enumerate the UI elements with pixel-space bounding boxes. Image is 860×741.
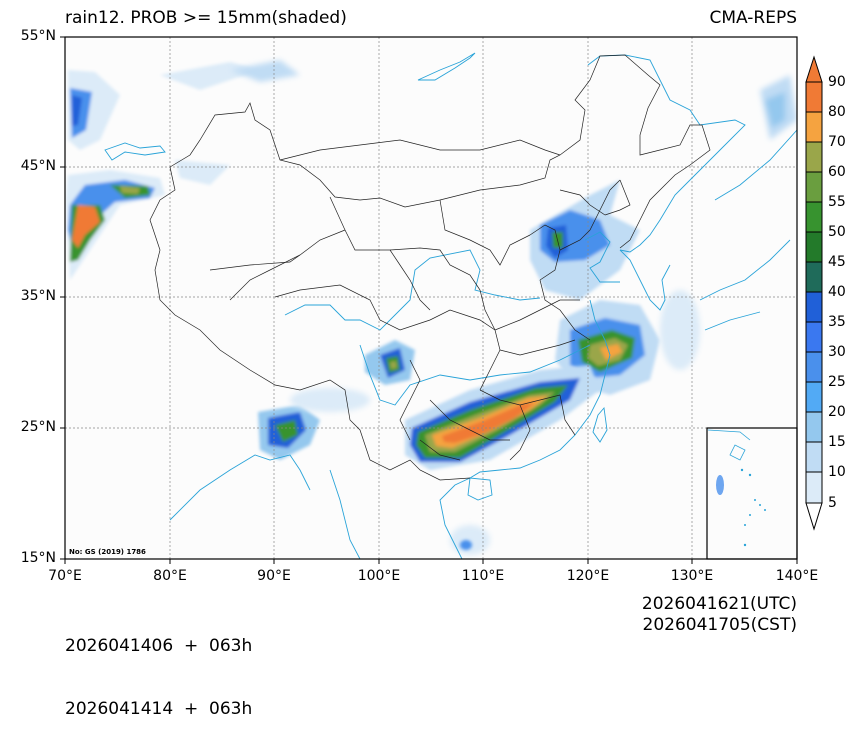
lon-label-130: 130°E xyxy=(670,568,714,584)
lat-label-15: 15°N xyxy=(20,550,56,566)
colorbar xyxy=(805,55,823,531)
admin-borders xyxy=(149,54,711,481)
colorbar-label: 20 xyxy=(828,404,846,420)
lat-label-55: 55°N xyxy=(20,28,56,44)
lon-label-80: 80°E xyxy=(153,568,187,584)
valid-time-utc: 2026041621(UTC) xyxy=(641,594,797,614)
valid-time-cst: 2026041705(CST) xyxy=(642,615,797,635)
colorbar-label: 45 xyxy=(828,254,846,270)
inset-contents xyxy=(707,429,766,547)
lat-label-35: 35°N xyxy=(20,288,56,304)
colorbar-label: 25 xyxy=(828,374,846,390)
map-figure xyxy=(60,36,823,564)
lon-label-110: 110°E xyxy=(461,568,505,584)
chart-title: rain12. PROB >= 15mm(shaded) xyxy=(65,8,347,28)
colorbar-label: 55 xyxy=(828,194,846,210)
colorbar-label: 15 xyxy=(828,434,846,450)
colorbar-label: 10 xyxy=(828,464,846,480)
colorbar-label: 60 xyxy=(828,164,846,180)
lon-label-120: 120°E xyxy=(566,568,610,584)
valid-time-block: 2026041621(UTC) 2026041705(CST) xyxy=(642,594,797,636)
colorbar-label: 30 xyxy=(828,344,846,360)
colorbar-label: 5 xyxy=(828,495,837,511)
colorbar-label: 35 xyxy=(828,314,846,330)
init-time-cst: 2026041414 + 063h xyxy=(65,699,253,719)
map-license-number: No: GS (2019) 1786 xyxy=(69,548,146,556)
colorbar-label: 50 xyxy=(828,224,846,240)
lat-label-45: 45°N xyxy=(20,158,56,174)
model-name: CMA-REPS xyxy=(709,8,797,28)
lon-label-90: 90°E xyxy=(257,568,291,584)
graticule xyxy=(65,37,797,559)
map-frame xyxy=(64,36,798,560)
lon-label-100: 100°E xyxy=(357,568,401,584)
colorbar-label: 90 xyxy=(828,74,846,90)
colorbar-label: 80 xyxy=(828,104,846,120)
lat-label-25: 25°N xyxy=(20,419,56,435)
lon-label-70: 70°E xyxy=(48,568,82,584)
init-time-block: 2026041406 + 063h 2026041414 + 063h xyxy=(65,594,252,741)
colorbar-label: 70 xyxy=(828,134,846,150)
axis-ticks xyxy=(60,36,798,564)
lon-label-140: 140°E xyxy=(775,568,819,584)
colorbar-label: 40 xyxy=(828,284,846,300)
